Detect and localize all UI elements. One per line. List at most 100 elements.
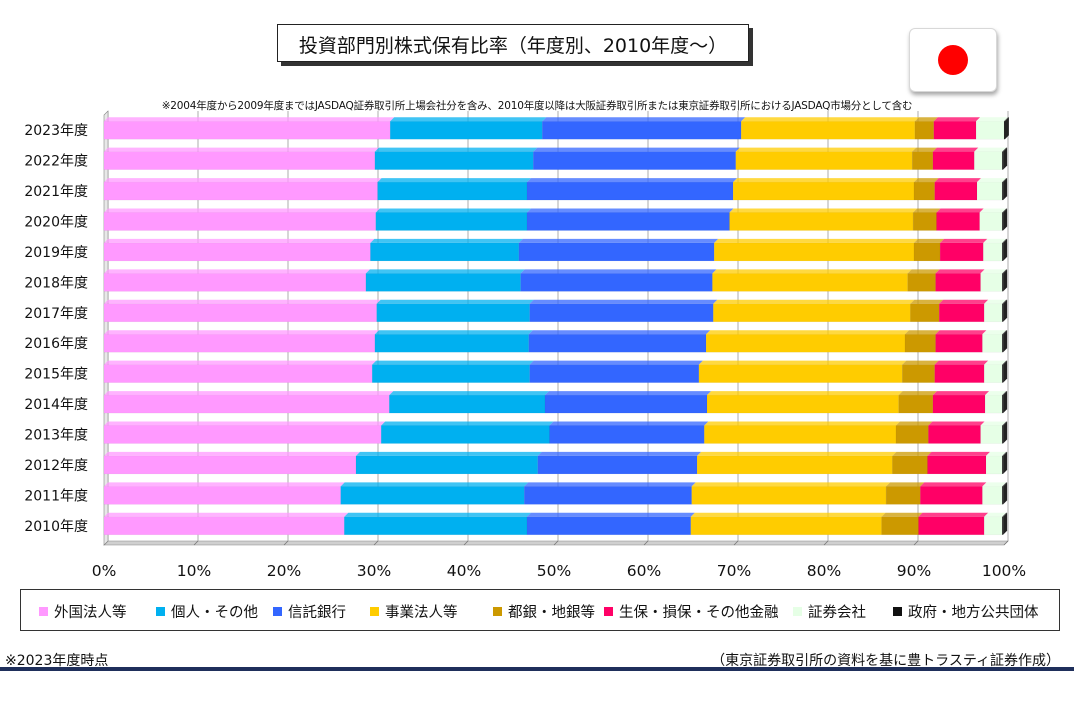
legend-entry: 事業法人等 — [370, 601, 458, 622]
bar-segment — [529, 303, 714, 323]
chart-title: 投資部門別株式保有比率（年度別、2010年度～） — [298, 35, 728, 57]
bar-segment — [520, 273, 713, 292]
bar-segment-top — [886, 482, 925, 487]
bar-segment — [979, 212, 1003, 231]
bar-segment — [935, 273, 981, 292]
bar-segment-top — [912, 147, 937, 152]
legend-label: 事業法人等 — [385, 605, 458, 621]
bar-end-face — [1004, 117, 1009, 140]
bar-segment-top — [104, 208, 380, 213]
bar-segment-top — [1002, 147, 1008, 152]
bar-segment-top — [545, 391, 711, 396]
x-tick-label: 50% — [537, 562, 571, 580]
bar-segment — [377, 181, 528, 201]
japan-flag-icon — [909, 28, 997, 92]
bar-end-face — [1003, 330, 1008, 353]
bar-segment — [974, 151, 1003, 170]
gridline-floor — [1003, 540, 1009, 546]
bar-segment-top — [520, 269, 717, 274]
bar-segment — [103, 516, 345, 536]
bar-end-face — [1003, 512, 1008, 535]
bar-segment — [524, 486, 692, 505]
bar-end-face — [1003, 421, 1008, 444]
bar-segment — [1002, 425, 1004, 444]
bar-segment-top — [376, 299, 534, 304]
bar-segment-top — [907, 269, 940, 274]
bar-segment-top — [729, 208, 918, 213]
bar-segment — [936, 212, 980, 231]
bar-segment — [103, 333, 376, 353]
source-note: （東京証券取引所の資料を基に豊トラスティ証券作成） — [711, 653, 1060, 669]
bar-segment — [902, 364, 935, 383]
gridline-floor — [373, 540, 379, 546]
category-label: 2010年度 — [24, 519, 88, 535]
bar-segment-top — [1002, 421, 1008, 426]
bar-segment-top — [1002, 299, 1008, 304]
legend-entry: 政府・地方公共団体 — [893, 601, 1039, 622]
bar-segment — [1002, 212, 1004, 231]
bar-segment-top — [104, 178, 382, 183]
legend-swatch — [370, 607, 379, 616]
gridline-floor — [283, 540, 289, 546]
x-tick-label: 40% — [447, 562, 481, 580]
bar-segment — [935, 333, 983, 353]
bar-segment-top — [914, 117, 938, 122]
bar-segment-top — [985, 391, 1007, 396]
gridline-floor — [643, 540, 649, 546]
bar-segment — [389, 394, 546, 414]
bar-segment — [904, 333, 936, 353]
category-label: 2018年度 — [24, 275, 88, 291]
bar-segment — [1002, 395, 1004, 414]
bar-segment — [375, 212, 528, 231]
bar-segment — [732, 181, 915, 201]
gridline-floor — [913, 540, 919, 546]
legend-swatch — [793, 607, 802, 616]
bar-segment-top — [713, 299, 915, 304]
bar-segment — [928, 425, 981, 444]
bar-segment-top — [706, 330, 909, 335]
x-tick-label: 70% — [717, 562, 751, 580]
bar-segment-top — [344, 512, 531, 517]
bar-segment-top — [905, 330, 940, 335]
bar-segment — [975, 120, 1005, 140]
bar-segment-top — [1002, 482, 1008, 487]
bar-segment — [696, 455, 893, 475]
bar-segment — [690, 516, 882, 536]
legend-swatch — [604, 607, 613, 616]
category-label: 2014年度 — [24, 397, 88, 413]
bar-segment-top — [529, 360, 703, 365]
bar-end-face — [1003, 451, 1008, 474]
bar-segment — [103, 181, 378, 201]
bar-segment-top — [389, 391, 549, 396]
bar-end-face — [1003, 299, 1008, 322]
flag-sun-circle — [938, 45, 968, 75]
bar-segment-top — [1002, 512, 1008, 517]
bar-segment-top — [104, 391, 394, 396]
bar-segment-top — [542, 117, 746, 122]
bar-segment-top — [741, 117, 919, 122]
x-tick-label: 60% — [627, 562, 661, 580]
bar-segment — [537, 455, 698, 475]
bar-end-face — [1003, 147, 1008, 170]
bar-segment-top — [1004, 117, 1009, 122]
legend-swatch — [273, 607, 282, 616]
bar-segment-top — [714, 238, 918, 243]
bar-segment — [1002, 334, 1004, 353]
bar-segment — [1002, 273, 1004, 292]
bar-segment-top — [104, 512, 349, 517]
footnote-left: ※2023年度時点 — [5, 653, 109, 669]
legend-entry: 外国法人等 — [39, 601, 127, 622]
bar-segment — [983, 242, 1003, 262]
bar-segment-top — [365, 269, 525, 274]
bar-segment-top — [549, 421, 709, 426]
legend-entry: 個人・その他 — [156, 601, 258, 622]
legend-label: 生保・損保・その他金融 — [619, 605, 779, 621]
bar-segment-top — [1002, 238, 1008, 243]
bar-segment-top — [690, 512, 886, 517]
bar-segment — [713, 242, 915, 262]
bar-segment-top — [939, 299, 989, 304]
bar-segment-top — [984, 360, 1007, 365]
gridline-floor — [733, 540, 739, 546]
x-tick-label: 30% — [357, 562, 391, 580]
x-tick-label: 20% — [267, 562, 301, 580]
